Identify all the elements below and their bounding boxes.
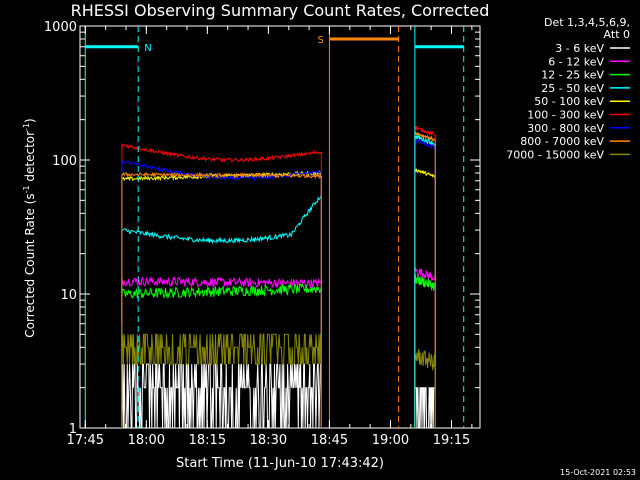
y-axis-label: Corrected Count Rate (s-1 detector-1)	[22, 118, 37, 337]
y-tick-label: 1	[69, 422, 77, 437]
legend-header-line-1: Det 1,3,4,5,6,9,	[544, 16, 630, 29]
plot-frame	[79, 25, 481, 429]
x-axis-label: Start Time (11-Jun-10 17:43:42)	[176, 456, 384, 471]
legend-label: 7000 - 15000 keV	[506, 148, 604, 161]
x-tick-label: 18:30	[250, 433, 287, 448]
legend-label: 6 - 12 keV	[548, 55, 604, 68]
x-tick-label: 18:00	[128, 433, 165, 448]
marker-label: S	[317, 35, 323, 46]
x-tick-label: 19:15	[433, 433, 470, 448]
series-line	[121, 193, 322, 245]
x-tick-label: 18:45	[311, 433, 348, 448]
series-line	[121, 276, 322, 289]
series-line	[414, 125, 436, 137]
series-line	[121, 171, 322, 180]
x-tick-label: 17:45	[67, 433, 104, 448]
chart-title: RHESSI Observing Summary Count Rates, Co…	[71, 1, 490, 20]
series-line	[121, 363, 322, 429]
y-tick-label: 10	[60, 288, 77, 303]
series-line	[121, 143, 322, 163]
legend-label: 50 - 100 keV	[534, 95, 604, 108]
series-line	[414, 348, 436, 371]
series-line	[414, 274, 436, 291]
legend-label: 300 - 800 keV	[527, 122, 604, 135]
series-line	[414, 387, 436, 429]
legend-header-line-2: Att 0	[604, 28, 630, 41]
marker-label: N	[144, 43, 151, 54]
legend-label: 12 - 25 keV	[541, 69, 604, 82]
series-line	[121, 333, 322, 365]
x-tick-label: 18:15	[189, 433, 226, 448]
x-tick-label: 19:00	[372, 433, 409, 448]
series-line	[414, 167, 436, 180]
timestamp: 15-Oct-2021 02:53	[560, 468, 636, 477]
series-line	[414, 134, 436, 147]
series-line	[121, 282, 322, 299]
series-line	[414, 138, 436, 151]
series-line	[121, 159, 322, 182]
y-tick-label: 1000	[44, 20, 77, 35]
legend-label: 25 - 50 keV	[541, 82, 604, 95]
y-tick-label: 100	[52, 154, 77, 169]
legend-label: 800 - 7000 keV	[520, 135, 604, 148]
plot-area: N S 17:45 18:00 18:15 18:30 18:45 19:00 19:15 1 1…	[44, 20, 481, 448]
legend-label: 3 - 6 keV	[555, 42, 604, 55]
legend-label: 100 - 300 keV	[527, 109, 604, 122]
series-line	[414, 131, 436, 142]
